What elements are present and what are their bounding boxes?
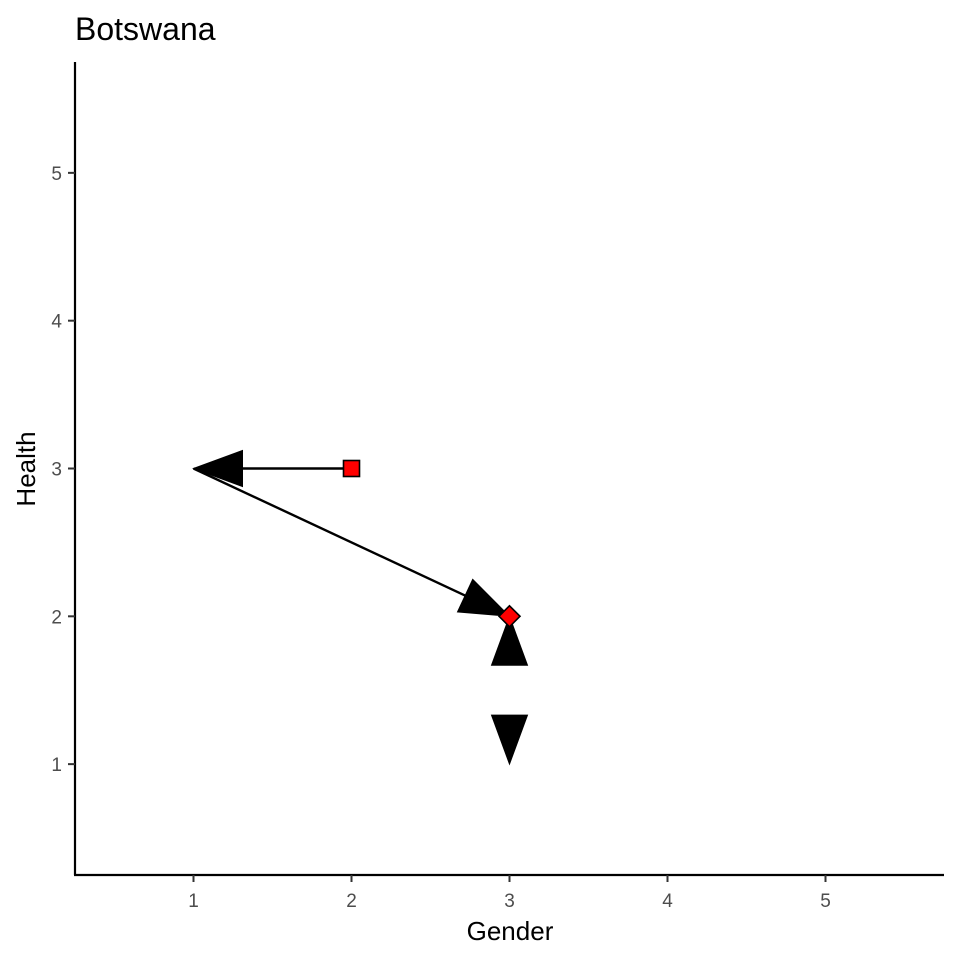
points-group [342, 459, 522, 628]
x-axis-title: Gender [467, 916, 554, 946]
point-square [342, 459, 361, 478]
chart-title: Botswana [75, 11, 216, 47]
x-tick-label: 2 [346, 891, 357, 912]
x-tick-label: 1 [188, 891, 199, 912]
y-axis-title: Health [11, 431, 41, 506]
x-tick-label: 4 [662, 891, 673, 912]
arrows-group [192, 449, 529, 766]
y-tick-label: 3 [51, 460, 62, 481]
y-tick-label: 2 [51, 607, 62, 628]
y-tick-label: 1 [51, 755, 62, 776]
arrow-head [490, 614, 529, 666]
y-tick-label: 5 [51, 164, 62, 185]
x-tick-label: 3 [504, 891, 515, 912]
ticks-group: 1 2 3 4 5 1 2 3 4 5 [51, 164, 830, 912]
y-tick-label: 4 [51, 312, 62, 333]
arrow-segment [192, 467, 466, 597]
point-diamond [497, 604, 522, 628]
x-tick-label: 5 [820, 891, 831, 912]
arrow-head [192, 449, 243, 488]
arrow-head [490, 714, 529, 766]
arrow-head [456, 578, 511, 617]
